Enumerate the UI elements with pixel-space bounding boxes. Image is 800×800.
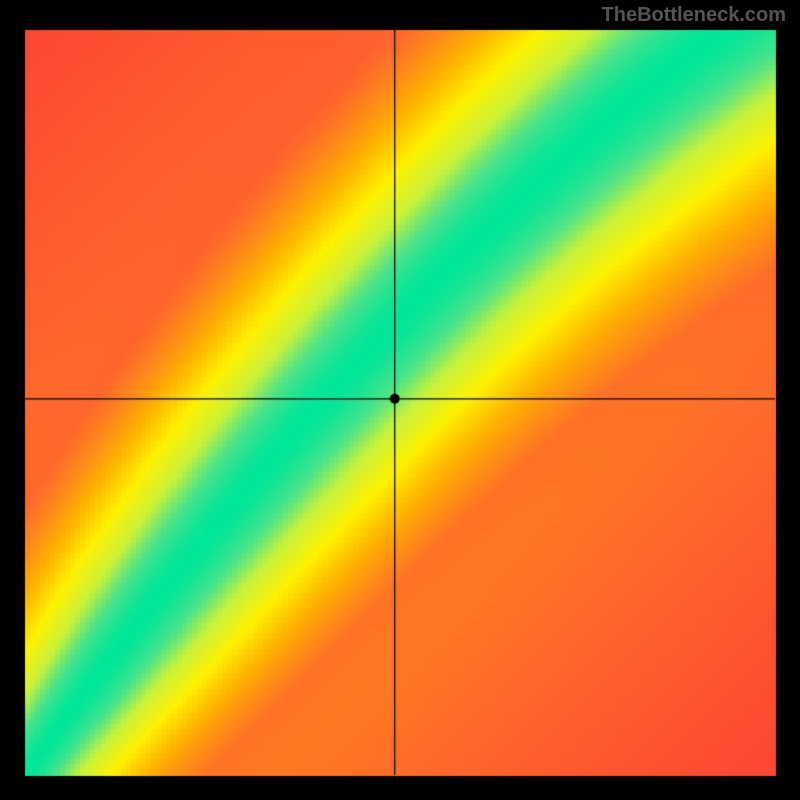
bottleneck-heatmap xyxy=(0,0,800,800)
chart-container: TheBottleneck.com xyxy=(0,0,800,800)
watermark-label: TheBottleneck.com xyxy=(602,4,786,27)
